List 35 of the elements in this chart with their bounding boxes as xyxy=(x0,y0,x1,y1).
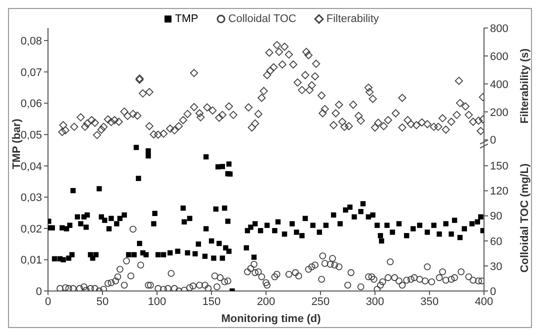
y-tick-label: 0,06 xyxy=(20,98,42,110)
y-tick-label: 0,01 xyxy=(20,254,42,267)
y-tick-label: 0,03 xyxy=(20,192,42,204)
y-tick-label: 0,02 xyxy=(20,223,42,236)
y2-tick-label: 150 xyxy=(490,160,508,173)
y2-tick-label: 400 xyxy=(490,78,508,91)
x-tick-label: 150 xyxy=(202,296,221,308)
x-tick-label: 50 xyxy=(96,296,109,308)
y2-tick-label: 90 xyxy=(490,210,502,223)
y2-tick-label: 600 xyxy=(490,50,508,63)
y2-tick-label: 30 xyxy=(490,260,502,273)
y2-tick-label: 0 xyxy=(490,286,496,298)
legend-label: Filterability xyxy=(326,13,379,25)
y-tick-label: 0,08 xyxy=(20,35,42,48)
x-tick-label: 200 xyxy=(256,296,276,308)
x-tick-label: 350 xyxy=(420,296,439,308)
x-tick-label: 0 xyxy=(44,296,52,308)
legend-label: TMP xyxy=(175,13,198,25)
x-tick-label: 300 xyxy=(366,296,384,308)
x-tick-label: 250 xyxy=(311,296,330,308)
x-tick-label: 400 xyxy=(474,296,494,308)
y-tick-label: 0,07 xyxy=(20,66,42,79)
y2-tick-label: 800 xyxy=(490,22,508,35)
x-tick-label: 100 xyxy=(148,296,166,308)
y2-axis-title: Filterability (s) xyxy=(519,48,531,124)
y2-tick-label: 0 xyxy=(490,134,496,147)
y-tick-label: 0,05 xyxy=(20,130,42,142)
y-tick-label: 0 xyxy=(36,286,42,298)
y2-tick-label: 120 xyxy=(490,186,508,198)
y2-tick-label: 200 xyxy=(490,106,508,119)
y-tick-label: 0,04 xyxy=(20,160,42,173)
x-axis-title: Monitoring time (d) xyxy=(221,313,321,325)
y2-axis-title: Colloidal TOC (mg/L) xyxy=(519,162,531,272)
y2-tick-label: 60 xyxy=(490,236,502,248)
text: Colloidal TOC xyxy=(228,13,296,25)
